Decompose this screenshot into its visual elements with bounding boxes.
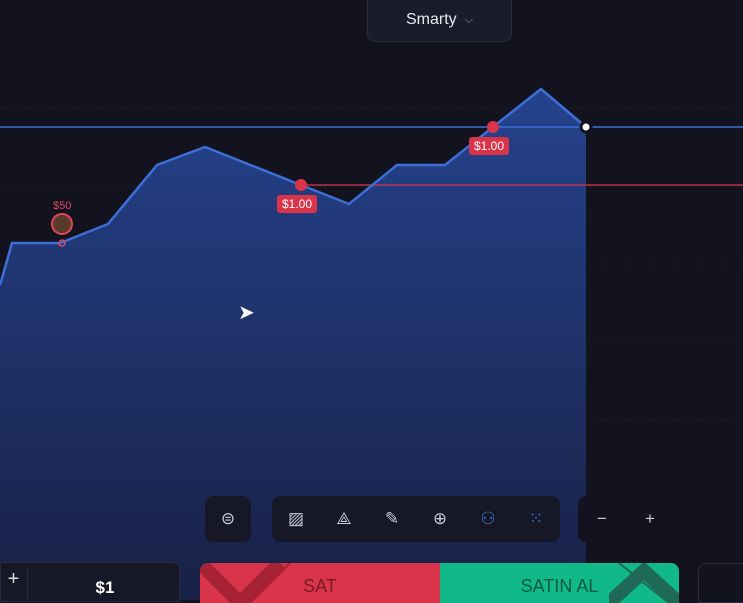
drawing-tools-icon[interactable]: ⟁ [336,509,352,528]
zoom-in-button[interactable]: + [645,509,655,528]
mouse-cursor-icon: ➤ [238,302,255,324]
amount-panel [0,562,180,602]
asset-name: Smarty [405,11,457,28]
right-panel[interactable] [698,563,743,603]
trade-tag: $1.00 [277,195,318,213]
grid-lines [0,107,743,421]
buy-label: SATIN AL [520,576,599,596]
trade-tag: $1.00 [469,137,510,155]
trade-marker [295,179,307,191]
robot-toolbar: ⊜ [205,496,251,542]
add-amount-button[interactable]: + [0,568,28,600]
zoom-out-button[interactable]: − [597,509,607,528]
grid-dots-icon[interactable]: ⁙ [528,509,544,528]
buy-button[interactable]: SATIN AL [440,563,679,603]
bet-avatar [51,213,73,235]
pencil-icon[interactable]: ✎ [384,509,400,528]
asset-selector[interactable]: Smarty ⌵ [367,0,512,42]
trade-marker [487,121,499,133]
down-chevron-icon [200,563,291,603]
current-price-dot [579,120,593,134]
price-area [0,89,586,600]
sell-button[interactable]: SAT [200,563,440,603]
amount-value[interactable]: $1 [95,578,115,597]
robot-icon[interactable]: ⊜ [220,509,236,528]
drawing-toolbar: ▨ ⟁ ✎ ⊕ ⚇ ⁙ [272,496,560,542]
bet-point [58,239,66,247]
crosshair-icon[interactable]: ⊕ [432,509,448,528]
up-chevron-icon [609,563,679,603]
add-user-icon[interactable]: ⚇ [480,509,496,528]
sell-label: SAT [303,576,337,596]
price-line [0,87,587,286]
chart-type-icon[interactable]: ▨ [287,509,305,528]
zoom-controls: − + [578,496,678,542]
bet-amount-label: $50 [53,200,72,212]
chevron-down-icon: ⌵ [464,13,473,26]
